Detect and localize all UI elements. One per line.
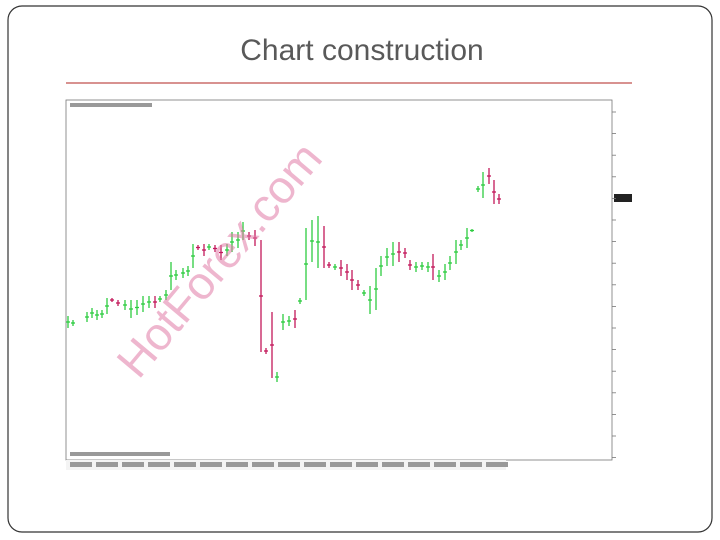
time-label-block: [174, 462, 196, 467]
footer-text-block: [70, 452, 170, 456]
header-text-block: [70, 103, 152, 107]
time-label-block: [330, 462, 352, 467]
time-label-block: [460, 462, 482, 467]
time-label-block: [70, 462, 92, 467]
chart-screenshot: [65, 99, 632, 470]
time-label-block: [96, 462, 118, 467]
time-label-block: [148, 462, 170, 467]
time-label-block: [252, 462, 274, 467]
time-label-block: [434, 462, 456, 467]
time-label-block: [486, 462, 508, 467]
time-label-block: [226, 462, 248, 467]
time-label-block: [278, 462, 300, 467]
time-label-block: [408, 462, 430, 467]
time-label-block: [382, 462, 404, 467]
slide-title: Chart construction: [240, 34, 483, 67]
price-marker: [614, 194, 632, 202]
time-label-block: [122, 462, 144, 467]
time-label-block: [304, 462, 326, 467]
time-label-block: [200, 462, 222, 467]
time-label-block: [356, 462, 378, 467]
chart-area: [65, 99, 613, 461]
